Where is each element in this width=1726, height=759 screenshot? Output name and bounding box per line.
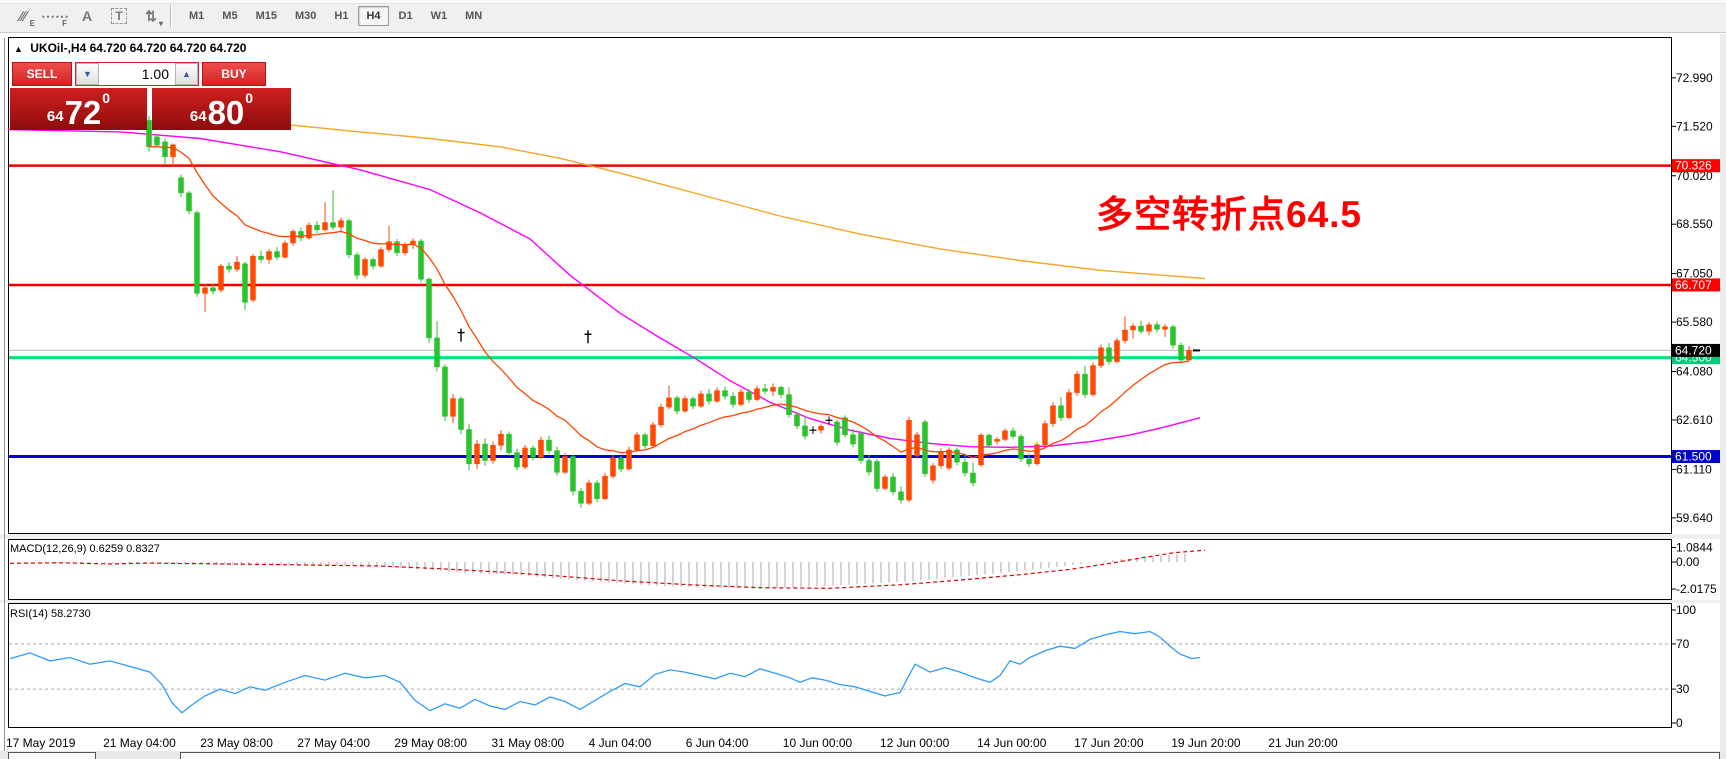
sell-price-fraction: 0 bbox=[102, 90, 111, 106]
svg-text:68.550: 68.550 bbox=[1676, 217, 1713, 231]
slow-ma-line bbox=[269, 122, 1206, 280]
svg-text:61.110: 61.110 bbox=[1676, 462, 1712, 476]
svg-text:4 Jun 04:00: 4 Jun 04:00 bbox=[589, 736, 652, 750]
macd-label: MACD(12,26,9) 0.6259 0.8327 bbox=[10, 543, 160, 555]
symbol-period-label: UKOil-,H4 bbox=[30, 41, 87, 55]
svg-text:64.720: 64.720 bbox=[1675, 343, 1712, 357]
svg-text:65.580: 65.580 bbox=[1676, 315, 1713, 329]
svg-text:10 Jun 00:00: 10 Jun 00:00 bbox=[783, 736, 853, 750]
chart-tab-bar[interactable] bbox=[180, 752, 1720, 759]
drawing-tools: ∕∕∕ E ⋯⋯ F A T ⇅ ▾ bbox=[10, 4, 164, 29]
timeframe-d1-button[interactable]: D1 bbox=[398, 10, 413, 22]
sell-price-pips: 72 bbox=[64, 94, 102, 131]
macd-signal-line bbox=[9, 549, 1206, 589]
fibonacci-retracement-icon[interactable]: ⋯⋯ F bbox=[41, 7, 69, 29]
trade-markers bbox=[457, 328, 592, 344]
timeframe-h4-button[interactable]: H4 bbox=[358, 6, 389, 26]
text-label-icon[interactable]: A bbox=[81, 8, 93, 24]
svg-text:59.640: 59.640 bbox=[1676, 511, 1713, 525]
svg-text:64.080: 64.080 bbox=[1676, 365, 1713, 379]
svg-text:21 May 04:00: 21 May 04:00 bbox=[103, 736, 176, 750]
svg-text:72.990: 72.990 bbox=[1676, 71, 1713, 85]
chart-tab[interactable] bbox=[8, 752, 96, 759]
one-click-trade-row: SELL ▼ 1.00 ▲ BUY bbox=[12, 62, 266, 86]
timeframe-w1-button[interactable]: W1 bbox=[430, 10, 448, 22]
rsi-panel-border bbox=[8, 603, 1672, 728]
price-axis[interactable]: 72.990 71.520 70.020 68.550 67.050 65.580 64.0… bbox=[1671, 71, 1726, 525]
equidistant-channel-icon[interactable]: ∕∕∕ E bbox=[19, 8, 35, 28]
timeframe-m5-button[interactable]: M5 bbox=[222, 10, 238, 22]
buy-button[interactable]: BUY bbox=[202, 62, 266, 86]
sell-price-box[interactable]: 64 72 0 bbox=[10, 88, 147, 130]
horizontal-level-lines[interactable] bbox=[9, 164, 1671, 459]
svg-text:67.050: 67.050 bbox=[1676, 267, 1713, 281]
volume-spinner: ▼ 1.00 ▲ bbox=[75, 62, 199, 86]
volume-decrease-icon[interactable]: ▼ bbox=[76, 63, 99, 85]
right-edge-strip bbox=[1720, 34, 1726, 759]
svg-text:71.520: 71.520 bbox=[1676, 119, 1713, 133]
svg-text:31 May 08:00: 31 May 08:00 bbox=[492, 736, 565, 750]
timeframe-h1-button[interactable]: H1 bbox=[334, 10, 349, 22]
chart-title: ▲ UKOil-,H4 64.720 64.720 64.720 64.720 bbox=[14, 41, 246, 55]
svg-text:27 May 04:00: 27 May 04:00 bbox=[297, 736, 370, 750]
arrows-tool-icon[interactable]: ⇅ ▾ bbox=[145, 7, 163, 29]
svg-text:0: 0 bbox=[1676, 716, 1683, 730]
buy-price-whole: 64 bbox=[189, 108, 207, 125]
medium-ma-line bbox=[7, 128, 1201, 449]
ohlc-values: 64.720 64.720 64.720 64.720 bbox=[89, 41, 247, 55]
buy-price-box[interactable]: 64 80 0 bbox=[152, 88, 291, 130]
macd-panel-border bbox=[8, 539, 1672, 600]
time-axis[interactable]: 17 May 2019 21 May 04:00 23 May 08:00 27 Ma… bbox=[6, 736, 1338, 750]
svg-text:61.500: 61.500 bbox=[1675, 450, 1712, 464]
volume-input[interactable]: 1.00 bbox=[99, 63, 175, 85]
svg-text:23 May 08:00: 23 May 08:00 bbox=[200, 736, 273, 750]
svg-text:62.610: 62.610 bbox=[1676, 413, 1713, 427]
timeframe-m1-button[interactable]: M1 bbox=[189, 10, 205, 22]
candles-layer bbox=[146, 116, 1192, 508]
svg-text:17 Jun 20:00: 17 Jun 20:00 bbox=[1074, 736, 1144, 750]
toolbar-separator bbox=[170, 5, 172, 27]
svg-text:14 Jun 00:00: 14 Jun 00:00 bbox=[977, 736, 1047, 750]
svg-text:12 Jun 00:00: 12 Jun 00:00 bbox=[880, 736, 950, 750]
svg-text:1.0844: 1.0844 bbox=[1676, 540, 1713, 554]
chart-annotation-text: 多空转折点64.5 bbox=[1096, 194, 1363, 235]
svg-text:70: 70 bbox=[1676, 637, 1690, 651]
timeframe-mn-button[interactable]: MN bbox=[465, 10, 483, 22]
svg-text:30: 30 bbox=[1676, 682, 1690, 696]
toolbar: ∕∕∕ E ⋯⋯ F A T ⇅ ▾ M1 M5 M15 M30 H1 H4 D1 W1 MN bbox=[0, 0, 1726, 33]
svg-text:0.00: 0.00 bbox=[1676, 555, 1700, 569]
timeframe-buttons: M1 M5 M15 M30 H1 H4 D1 W1 MN bbox=[180, 6, 491, 26]
svg-text:70.020: 70.020 bbox=[1676, 169, 1713, 183]
buy-price-fraction: 0 bbox=[245, 90, 254, 106]
collapse-icon[interactable]: ▲ bbox=[14, 44, 23, 54]
svg-text:66.707: 66.707 bbox=[1675, 278, 1712, 292]
svg-text:6 Jun 04:00: 6 Jun 04:00 bbox=[686, 736, 749, 750]
svg-text:70.326: 70.326 bbox=[1675, 159, 1712, 173]
rsi-line bbox=[9, 630, 1201, 714]
volume-increase-icon[interactable]: ▲ bbox=[175, 63, 198, 85]
svg-text:19 Jun 20:00: 19 Jun 20:00 bbox=[1171, 736, 1241, 750]
rsi-indicator: 100 70 30 0 bbox=[9, 603, 1696, 730]
sell-price-whole: 64 bbox=[46, 108, 64, 125]
sell-button[interactable]: SELL bbox=[12, 62, 72, 86]
chart-tabs-strip bbox=[0, 751, 1726, 759]
buy-price-pips: 80 bbox=[207, 94, 245, 131]
svg-text:21 Jun 20:00: 21 Jun 20:00 bbox=[1268, 736, 1338, 750]
svg-text:29 May 08:00: 29 May 08:00 bbox=[394, 736, 467, 750]
timeframe-m30-button[interactable]: M30 bbox=[294, 10, 317, 22]
svg-text:100: 100 bbox=[1676, 603, 1696, 617]
timeframe-m15-button[interactable]: M15 bbox=[255, 10, 277, 22]
text-box-icon[interactable]: T bbox=[106, 4, 132, 28]
svg-text:-2.0175: -2.0175 bbox=[1676, 582, 1717, 596]
rsi-label: RSI(14) 58.2730 bbox=[10, 608, 91, 620]
svg-text:17 May 2019: 17 May 2019 bbox=[6, 736, 76, 750]
fast-ma-line bbox=[148, 145, 1190, 459]
